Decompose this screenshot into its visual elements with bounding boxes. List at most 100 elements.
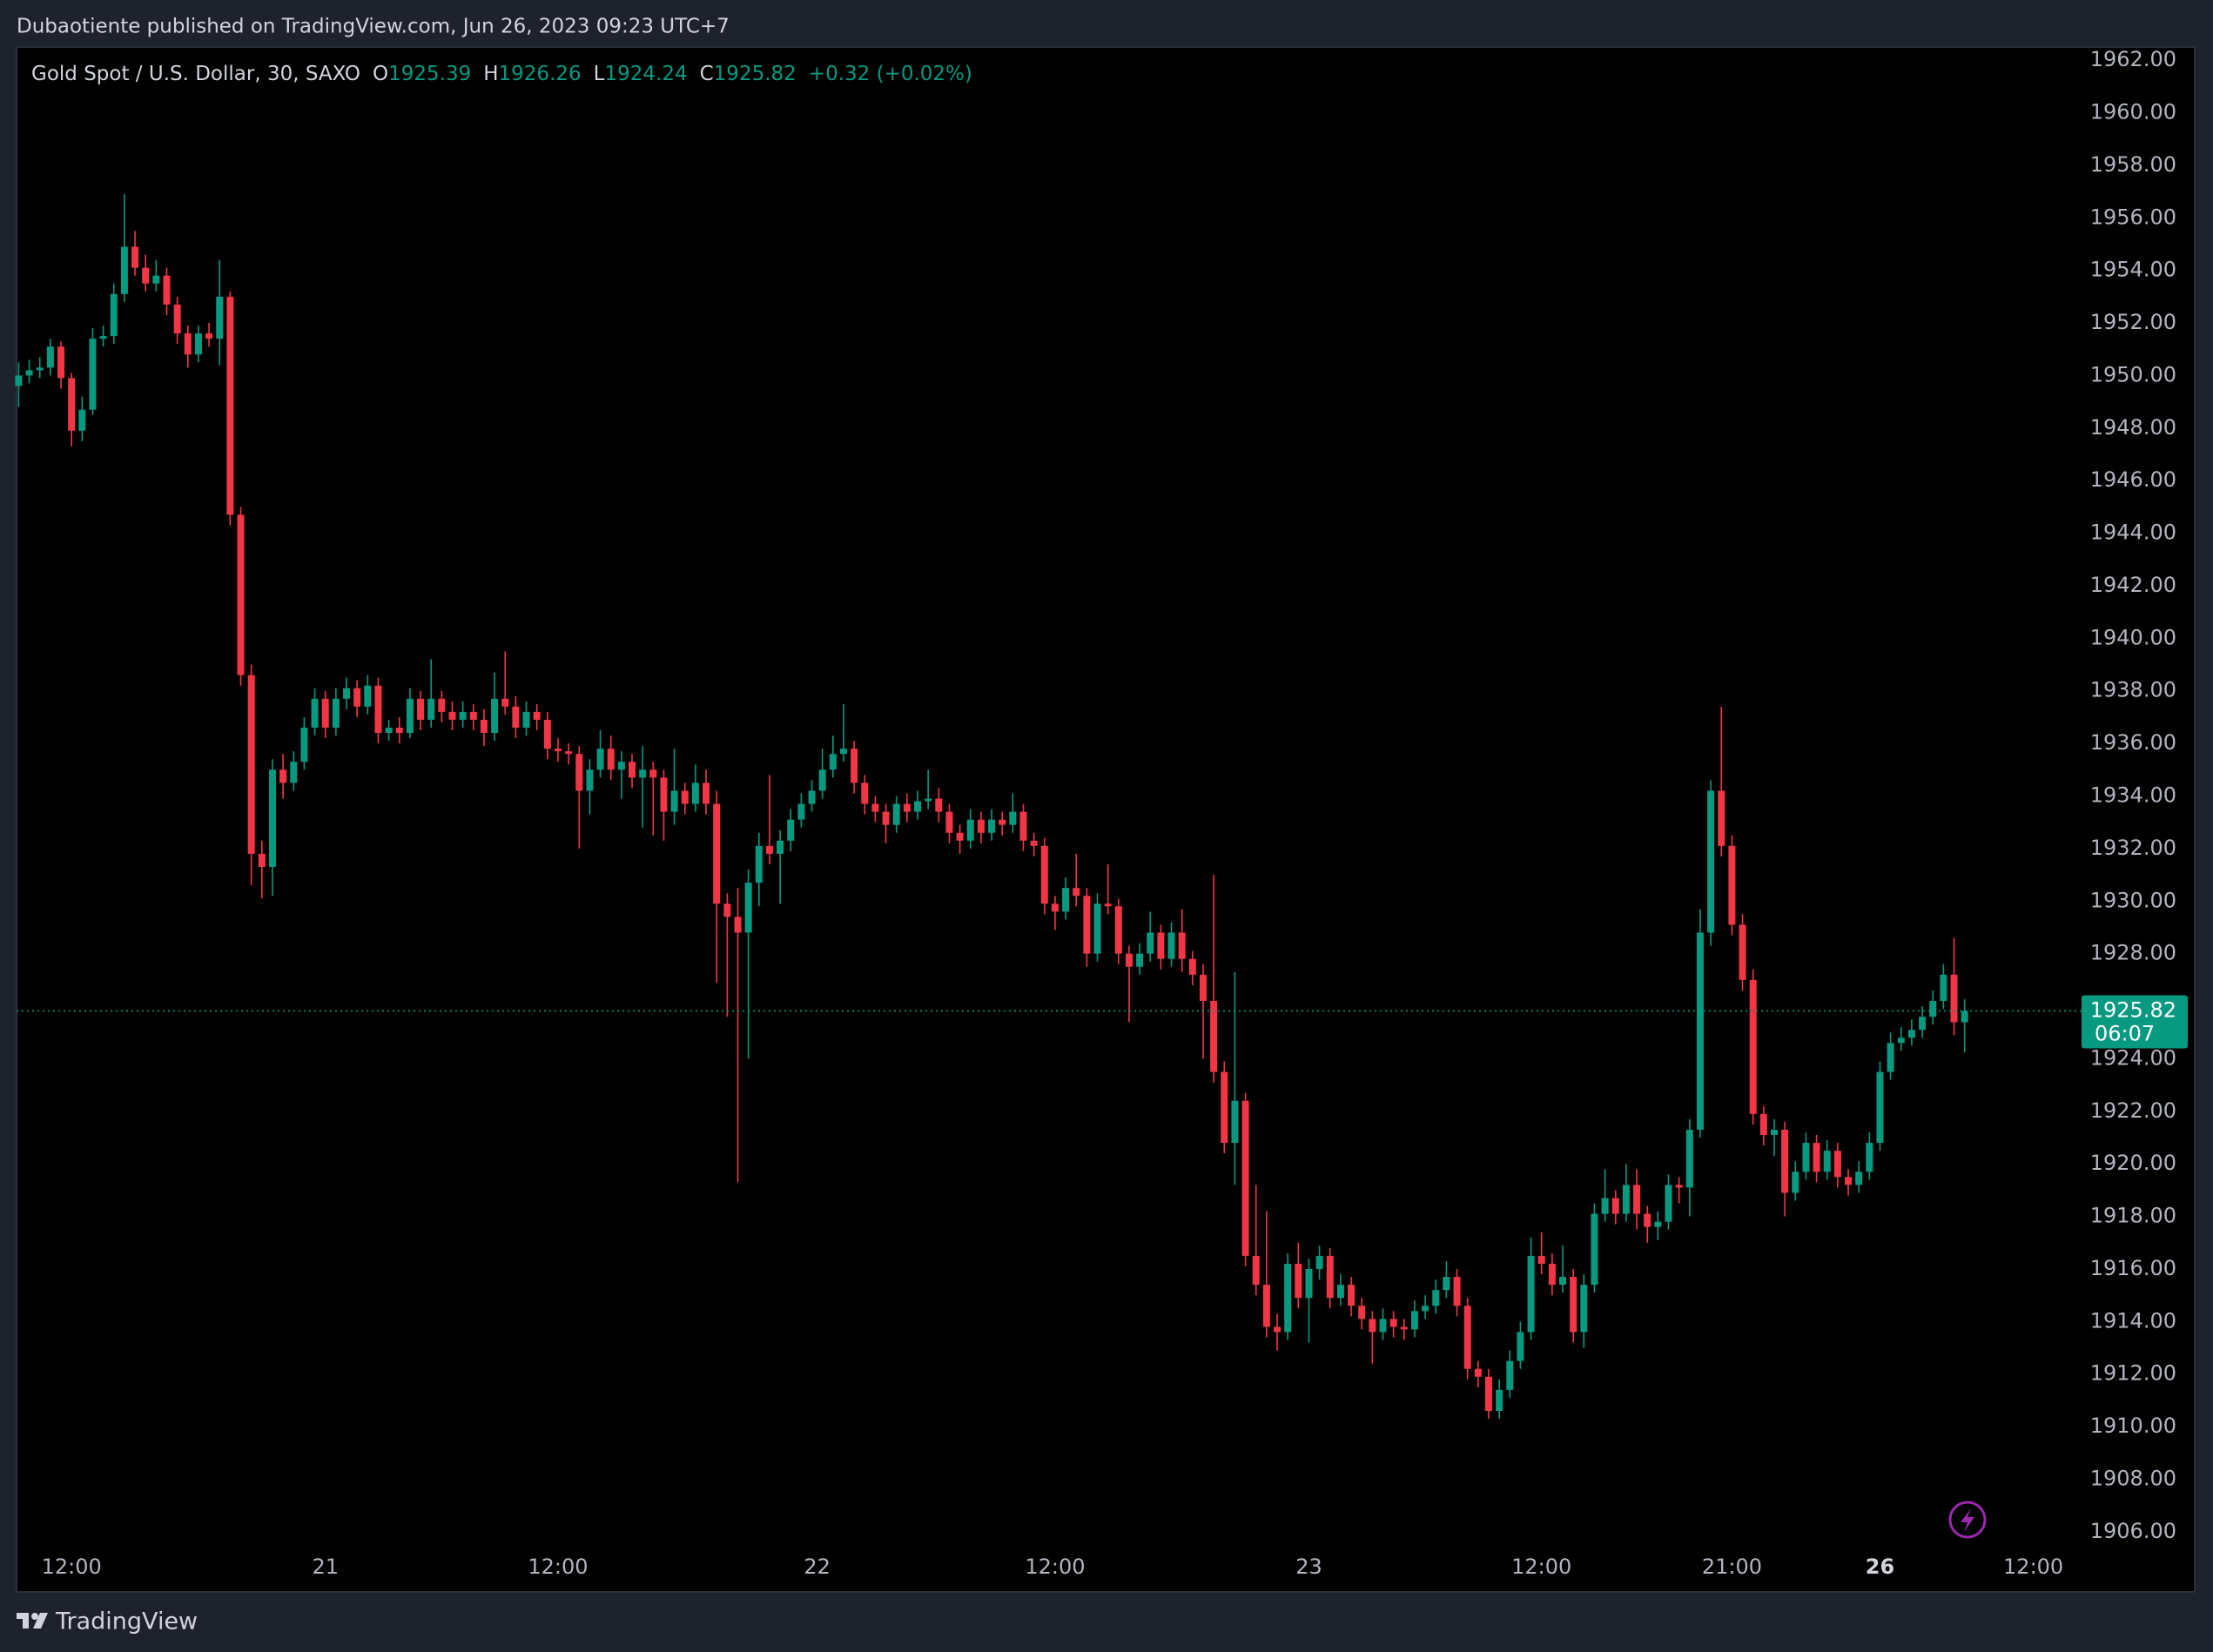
candle-body xyxy=(681,790,689,804)
candle-body xyxy=(438,698,446,712)
x-tick-label: 12:00 xyxy=(1511,1555,1571,1579)
candle-body xyxy=(1485,1376,1493,1412)
candle-body xyxy=(1305,1268,1313,1299)
ohlc-label: L xyxy=(594,63,605,85)
y-tick-label: 1928.00 xyxy=(2090,941,2176,965)
candle-body xyxy=(713,803,721,904)
candle-body xyxy=(777,840,784,854)
candle-body xyxy=(268,769,276,868)
candle-body xyxy=(1295,1263,1302,1299)
candle-body xyxy=(1845,1177,1853,1185)
candle-body xyxy=(1770,1129,1778,1135)
x-tick-label: 21:00 xyxy=(1702,1555,1762,1579)
x-tick-label: 23 xyxy=(1295,1555,1322,1579)
candle-body xyxy=(36,367,44,371)
candle-body xyxy=(343,688,351,699)
countdown: 06:07 xyxy=(2095,1021,2155,1045)
candle-body xyxy=(1326,1255,1334,1299)
candle-body xyxy=(1358,1306,1366,1320)
candle-body xyxy=(205,333,213,339)
candle-body xyxy=(321,698,329,728)
candle-body xyxy=(629,762,636,778)
candle-body xyxy=(999,819,1006,825)
y-tick-label: 1924.00 xyxy=(2090,1045,2176,1070)
candle-body xyxy=(1210,1001,1218,1072)
y-tick-label: 1918.00 xyxy=(2090,1204,2176,1228)
candle-body xyxy=(1855,1172,1863,1185)
candle-body xyxy=(1496,1389,1503,1412)
ohlc-label: C xyxy=(700,63,714,85)
candle-body xyxy=(1284,1263,1292,1333)
candle-body xyxy=(385,727,393,734)
candle-body xyxy=(607,749,615,770)
chart-pane xyxy=(16,46,2196,1593)
candle-body xyxy=(163,275,171,305)
y-tick-label: 1914.00 xyxy=(2090,1308,2176,1333)
candle-body xyxy=(851,749,858,783)
candle-body xyxy=(1548,1263,1556,1286)
candle-body xyxy=(1178,932,1186,959)
candle-body xyxy=(311,698,319,728)
candle-body xyxy=(1093,903,1101,954)
candle-body xyxy=(533,711,541,720)
candle-body xyxy=(543,719,551,749)
candle-body xyxy=(1274,1326,1281,1333)
candle-body xyxy=(1506,1360,1514,1390)
candle-body xyxy=(596,749,604,770)
candle-body xyxy=(787,819,795,841)
candle-body xyxy=(765,845,773,854)
candle-body xyxy=(1336,1285,1344,1299)
candle-body xyxy=(1030,840,1038,846)
candle-body xyxy=(1728,845,1736,925)
candle-body xyxy=(1463,1306,1471,1369)
candle-body xyxy=(1104,903,1112,907)
candle-body xyxy=(491,698,499,734)
candle-body xyxy=(78,409,86,431)
candle-body xyxy=(554,749,562,752)
lightning-icon[interactable] xyxy=(1961,1508,1974,1532)
candle-body xyxy=(808,790,816,804)
candle-body xyxy=(797,803,805,820)
candle-body xyxy=(1897,1038,1905,1044)
candle-body xyxy=(1707,790,1715,933)
candle-body xyxy=(1389,1319,1397,1327)
candle-body xyxy=(1517,1332,1524,1361)
candle-body xyxy=(25,370,33,376)
y-tick-label: 1950.00 xyxy=(2090,362,2176,386)
logo-part xyxy=(31,1613,38,1620)
candle-body xyxy=(1019,811,1027,841)
candle-body xyxy=(1950,974,1958,1023)
y-tick-label: 1956.00 xyxy=(2090,205,2176,229)
candle-body xyxy=(469,711,477,720)
candle-body xyxy=(184,333,192,355)
candle-body xyxy=(1432,1290,1440,1306)
candle-body xyxy=(1718,790,1725,846)
candle-body xyxy=(703,782,710,804)
logo-part xyxy=(33,1613,48,1628)
candle-body xyxy=(744,883,752,933)
candle-body xyxy=(501,698,509,707)
candle-body xyxy=(914,801,922,812)
lightning-circle[interactable] xyxy=(1948,1501,1987,1539)
candle-body xyxy=(617,762,625,770)
candle-body xyxy=(1262,1285,1270,1327)
ohlc-label: H xyxy=(483,63,498,85)
tradingview-logo xyxy=(17,1613,48,1628)
candle-body xyxy=(1866,1143,1873,1172)
y-tick-label: 1952.00 xyxy=(2090,310,2176,334)
candle-body xyxy=(1474,1368,1482,1377)
candle-body xyxy=(1739,924,1746,980)
x-tick-label: 12:00 xyxy=(528,1555,588,1579)
candle-body xyxy=(1537,1255,1545,1264)
candle-body xyxy=(15,375,23,386)
candle-body xyxy=(818,769,826,791)
candle-body xyxy=(829,754,837,770)
ohlc-value: 1926.26 xyxy=(499,63,582,85)
y-tick-label: 1944.00 xyxy=(2090,520,2176,545)
y-tick-label: 1938.00 xyxy=(2090,678,2176,702)
lightning-button[interactable] xyxy=(1948,1501,1987,1539)
candle-body xyxy=(131,246,139,268)
candle-body xyxy=(723,903,731,917)
candle-body xyxy=(691,782,699,804)
